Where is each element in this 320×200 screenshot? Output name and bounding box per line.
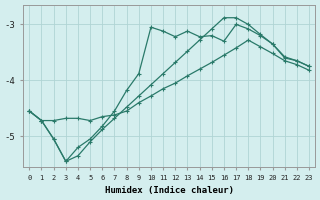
X-axis label: Humidex (Indice chaleur): Humidex (Indice chaleur) [105,186,234,195]
